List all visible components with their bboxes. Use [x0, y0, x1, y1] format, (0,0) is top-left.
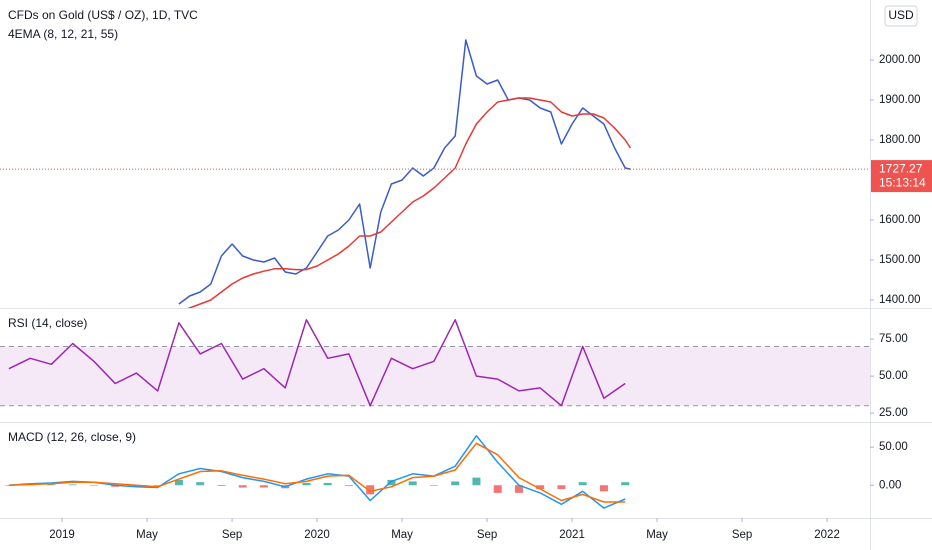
y-tick-label: 1900.00	[879, 94, 921, 106]
y-tick-label: 1500.00	[879, 254, 921, 266]
currency-label: USD	[888, 8, 914, 22]
histogram-bar	[323, 482, 332, 486]
histogram-bar	[621, 482, 630, 486]
x-tick-label: 2019	[49, 529, 75, 541]
histogram-bar	[408, 481, 417, 486]
histogram-bar	[344, 485, 353, 486]
pane	[0, 319, 870, 407]
histogram-bar	[153, 485, 162, 486]
y-tick-label: 75.00	[879, 333, 908, 345]
histogram-bar	[132, 485, 141, 487]
histogram-bar	[557, 485, 566, 490]
series-line	[187, 97, 632, 308]
chart-title: RSI (14, close)	[8, 316, 87, 330]
histogram-bar	[196, 482, 205, 486]
series-line	[8, 442, 626, 503]
y-tick-label: 2000.00	[879, 54, 921, 66]
x-tick-label: Sep	[477, 529, 497, 541]
x-tick-label: 2020	[304, 529, 330, 541]
price-axis: 1400.00 1500.00 1600.00 1800.00 1900.00 2000.…	[870, 54, 921, 306]
time-axis: 2019 May Sep 2020 May Sep 2021 May Sep 2022	[49, 518, 840, 541]
x-tick-label: May	[136, 529, 158, 541]
histogram-bar	[217, 485, 226, 486]
histogram-bar	[68, 484, 77, 486]
histogram-bar	[451, 481, 460, 486]
histogram-bar	[429, 485, 438, 486]
y-tick-label: 1800.00	[879, 134, 921, 146]
y-tick-label: 25.00	[879, 407, 908, 419]
pane	[4, 434, 630, 509]
y-tick-label: 0.00	[879, 479, 901, 491]
series-line	[178, 39, 631, 305]
y-tick-label: 1600.00	[879, 214, 921, 226]
last-price-box	[871, 160, 932, 193]
y-tick-label: 50.00	[879, 370, 908, 382]
histogram-bar	[89, 485, 98, 486]
price-axis: 25.00 50.00 75.00	[870, 333, 908, 419]
histogram-bar	[302, 482, 311, 486]
x-tick-label: 2022	[814, 529, 840, 541]
histogram-bar	[493, 485, 502, 493]
histogram-bar	[259, 485, 268, 488]
histogram-bar	[366, 485, 375, 495]
countdown-label: 15:13:14	[879, 175, 926, 189]
pane	[178, 39, 632, 308]
histogram-bar	[238, 485, 247, 488]
histogram-bar	[536, 485, 545, 490]
histogram-bar	[111, 485, 120, 487]
rsi-band	[0, 346, 870, 406]
y-tick-label: 1400.00	[879, 294, 921, 306]
x-tick-label: May	[391, 529, 413, 541]
histogram-bar	[387, 479, 396, 486]
chart-title: CFDs on Gold (US$ / OZ), 1D, TVC	[8, 8, 198, 22]
histogram-bar	[472, 477, 481, 486]
x-tick-label: Sep	[732, 529, 752, 541]
histogram-bar	[599, 485, 608, 492]
price-axis: 0.00 50.00	[870, 441, 908, 491]
x-tick-label: 2021	[559, 529, 585, 541]
x-tick-label: Sep	[222, 529, 242, 541]
histogram-bar	[47, 484, 56, 486]
y-tick-label: 50.00	[879, 441, 908, 453]
chart-subtitle: 4EMA (8, 12, 21, 55)	[8, 27, 118, 41]
histogram-bar	[514, 485, 523, 493]
currency-box	[884, 5, 918, 27]
histogram-bar	[578, 482, 587, 486]
x-tick-label: May	[646, 529, 668, 541]
series-line	[8, 434, 626, 509]
histogram-bar	[174, 479, 183, 486]
chart-title: MACD (12, 26, close, 9)	[8, 430, 136, 444]
series-line	[8, 319, 626, 407]
last-price-label: 1727.27	[879, 161, 923, 175]
